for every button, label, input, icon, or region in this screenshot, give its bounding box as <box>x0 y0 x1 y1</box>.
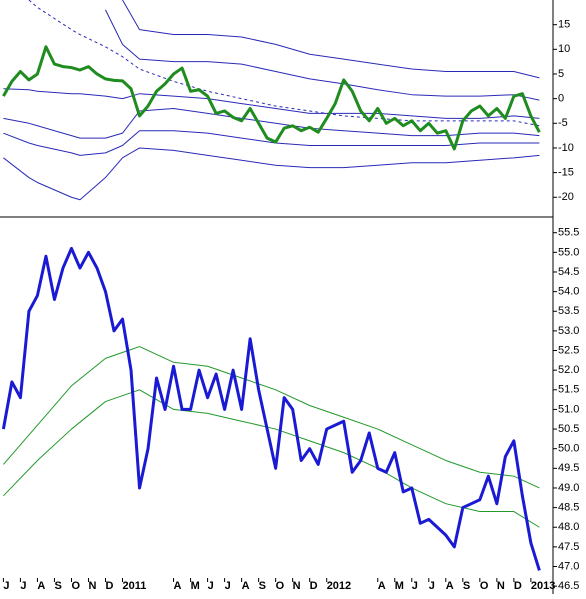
x-tick-label: M <box>395 580 404 592</box>
x-tick-label: D <box>105 580 113 592</box>
x-tick-label: A <box>174 580 182 592</box>
x-tick-label: O <box>71 580 80 592</box>
y-tick-label: 50.0 <box>558 443 579 455</box>
y-tick-label: 55.0 <box>558 246 579 258</box>
y-tick-label: 53.5 <box>558 305 579 317</box>
x-tick-label: O <box>276 580 285 592</box>
x-tick-label: A <box>378 580 386 592</box>
y-tick-label: -15 <box>558 167 574 179</box>
x-tick-label: A <box>242 580 250 592</box>
x-tick-label: N <box>497 580 505 592</box>
y-tick-label: -20 <box>558 191 574 203</box>
series-line <box>3 389 540 528</box>
y-tick-label: 51.0 <box>558 403 579 415</box>
y-tick-label: -5 <box>558 117 568 129</box>
x-tick-label: A <box>446 580 454 592</box>
y-tick-label: 48.0 <box>558 521 579 533</box>
series-line <box>1 246 541 571</box>
y-tick-label: 51.5 <box>558 384 579 396</box>
x-tick-label: J <box>225 580 231 592</box>
y-tick-label: 10 <box>558 43 570 55</box>
series-line <box>3 346 540 489</box>
y-tick-label: 54.5 <box>558 266 579 278</box>
x-tick-label: J <box>3 580 9 592</box>
x-tick-label: N <box>88 580 96 592</box>
y-tick-label: 47.0 <box>558 560 579 572</box>
y-tick-label: 50.5 <box>558 423 579 435</box>
y-tick-label: 53.0 <box>558 325 579 337</box>
y-tick-label: 52.5 <box>558 344 579 356</box>
x-tick-label: N <box>293 580 301 592</box>
y-tick-label: 15 <box>558 19 570 31</box>
x-tick-label: S <box>54 580 61 592</box>
series-line <box>3 108 540 139</box>
y-tick-label: 48.5 <box>558 502 579 514</box>
series-line <box>3 88 540 119</box>
x-tick-label: O <box>480 580 489 592</box>
x-tick-label: J <box>412 580 418 592</box>
y-tick-label: 49.0 <box>558 482 579 494</box>
y-tick-label: 52.0 <box>558 364 579 376</box>
y-tick-label: 49.5 <box>558 462 579 474</box>
x-tick-label: J <box>208 580 214 592</box>
x-tick-label: 2011 <box>123 580 147 592</box>
y-tick-label: 47.5 <box>558 541 579 553</box>
x-tick-label: M <box>191 580 200 592</box>
y-tick-label: 55.5 <box>558 227 579 239</box>
x-tick-label: S <box>463 580 470 592</box>
x-tick-label: 2013 <box>531 580 555 592</box>
x-tick-label: J <box>429 580 435 592</box>
x-tick-label: D <box>310 580 318 592</box>
y-tick-label: -10 <box>558 142 574 154</box>
x-tick-label: J <box>20 580 26 592</box>
series-line <box>3 130 540 156</box>
series-line <box>3 147 540 201</box>
series-line <box>122 0 540 79</box>
x-tick-label: 2012 <box>327 580 351 592</box>
y-tick-label: 5 <box>558 68 564 80</box>
y-tick-label: 0 <box>558 93 564 105</box>
x-tick-label: D <box>514 580 522 592</box>
y-tick-label: 54.0 <box>558 286 579 298</box>
x-tick-label: A <box>37 580 45 592</box>
series-line <box>105 9 540 101</box>
x-tick-label: S <box>259 580 266 592</box>
series-line <box>2 45 541 151</box>
series-line <box>28 0 540 127</box>
y-tick-label: 46.5 <box>558 580 579 592</box>
